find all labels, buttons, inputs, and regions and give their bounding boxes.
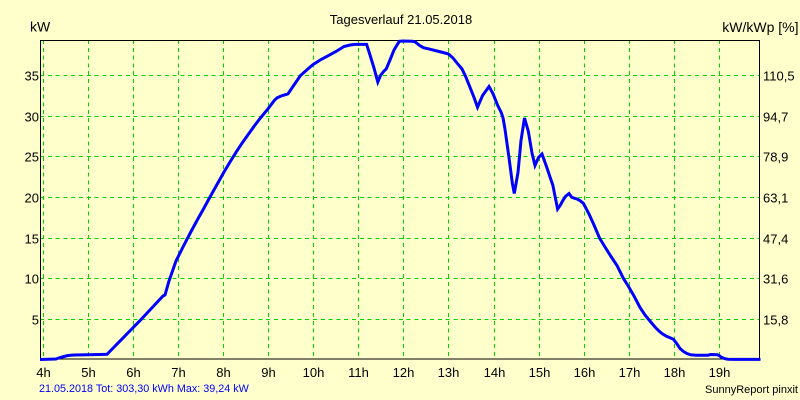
svg-text:19h: 19h (709, 365, 731, 380)
svg-text:7h: 7h (171, 365, 185, 380)
svg-text:20: 20 (25, 191, 39, 206)
svg-text:10h: 10h (303, 365, 325, 380)
svg-text:35: 35 (25, 69, 39, 84)
svg-text:8h: 8h (216, 365, 230, 380)
svg-text:18h: 18h (664, 365, 686, 380)
svg-text:5h: 5h (81, 365, 95, 380)
svg-text:110,5: 110,5 (763, 69, 795, 84)
svg-text:25: 25 (25, 150, 39, 165)
svg-text:6h: 6h (126, 365, 140, 380)
svg-text:5: 5 (32, 313, 39, 328)
svg-text:78,9: 78,9 (763, 150, 788, 165)
svg-text:SunnyReport pinxit: SunnyReport pinxit (705, 384, 798, 396)
svg-text:13h: 13h (438, 365, 460, 380)
svg-text:10: 10 (25, 272, 39, 287)
svg-text:kW: kW (30, 19, 51, 35)
svg-text:kW/kWp [%]: kW/kWp [%] (722, 19, 798, 35)
svg-text:15h: 15h (529, 365, 551, 380)
svg-text:47,4: 47,4 (763, 232, 788, 247)
svg-text:31,6: 31,6 (763, 272, 788, 287)
svg-text:15: 15 (25, 232, 39, 247)
svg-text:16h: 16h (574, 365, 596, 380)
svg-text:94,7: 94,7 (763, 110, 788, 125)
svg-text:Tagesverlauf 21.05.2018: Tagesverlauf 21.05.2018 (330, 12, 472, 27)
svg-text:63,1: 63,1 (763, 191, 788, 206)
svg-text:15,8: 15,8 (763, 313, 788, 328)
svg-text:30: 30 (25, 110, 39, 125)
svg-text:12h: 12h (393, 365, 415, 380)
svg-text:14h: 14h (484, 365, 506, 380)
svg-text:4h: 4h (36, 365, 50, 380)
svg-text:9h: 9h (261, 365, 275, 380)
svg-text:21.05.2018 Tot: 303,30 kWh Max: 21.05.2018 Tot: 303,30 kWh Max: 39,24 kW (39, 383, 250, 395)
svg-text:11h: 11h (348, 365, 369, 380)
svg-text:17h: 17h (619, 365, 641, 380)
